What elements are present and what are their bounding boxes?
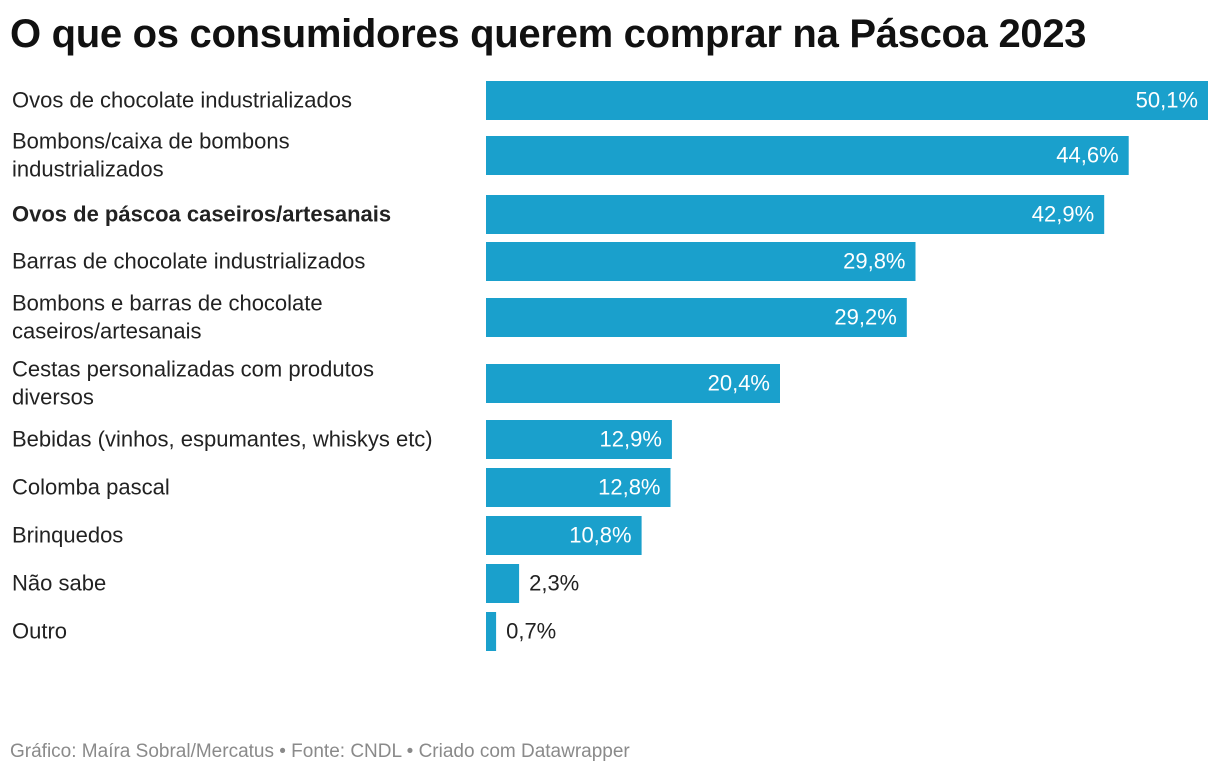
- category-label: Outro: [12, 619, 67, 644]
- bar: [486, 298, 907, 337]
- value-label: 2,3%: [529, 571, 579, 596]
- bar: [486, 420, 672, 459]
- bar: [486, 468, 671, 507]
- category-label: Ovos de páscoa caseiros/artesanais: [12, 202, 391, 227]
- value-label: 20,4%: [708, 371, 770, 396]
- bar: [486, 564, 520, 603]
- category-label: Bebidas (vinhos, espumantes, whiskys etc…: [12, 427, 433, 452]
- chart-footer: Gráfico: Maíra Sobral/Mercatus • Fonte: …: [10, 741, 630, 762]
- bar: [486, 612, 497, 651]
- category-label: Brinquedos: [12, 523, 123, 548]
- value-label: 29,2%: [834, 305, 896, 330]
- chart-title: O que os consumidores querem comprar na …: [10, 12, 1087, 56]
- value-label: 42,9%: [1032, 202, 1094, 227]
- category-label: Colomba pascal: [12, 475, 170, 500]
- category-label: Cestas personalizadas com produtos divers…: [12, 357, 374, 410]
- category-label: Bombons/caixa de bombons industrializados: [12, 129, 290, 182]
- bar: [486, 242, 916, 281]
- value-label: 29,8%: [843, 249, 905, 274]
- value-label: 44,6%: [1056, 143, 1118, 168]
- category-label: Ovos de chocolate industrializados: [12, 88, 352, 113]
- value-label: 10,8%: [569, 523, 631, 548]
- value-label: 0,7%: [506, 619, 556, 644]
- bar: [486, 81, 1208, 120]
- value-label: 50,1%: [1136, 88, 1198, 113]
- value-label: 12,8%: [598, 475, 660, 500]
- category-label: Barras de chocolate industrializados: [12, 249, 365, 274]
- bar: [486, 516, 642, 555]
- bar: [486, 136, 1129, 175]
- category-label: Não sabe: [12, 571, 106, 596]
- bar: [486, 195, 1105, 234]
- value-label: 12,9%: [600, 427, 662, 452]
- category-label: Bombons e barras de chocolate caseiros/ar…: [12, 291, 323, 344]
- bar: [486, 364, 780, 403]
